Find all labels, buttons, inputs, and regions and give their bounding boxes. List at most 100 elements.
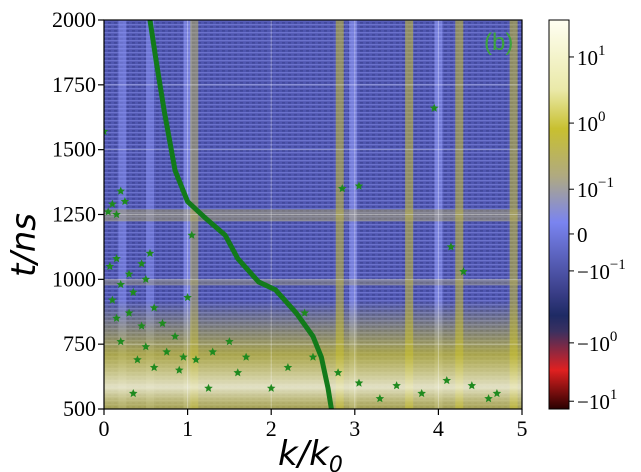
star-marker-5 [105,261,115,271]
star-marker-31 [283,363,293,372]
streak-2 [183,20,192,409]
streak-6 [405,20,414,409]
star-marker-42 [337,184,347,193]
star-marker-46 [429,103,439,112]
star-marker-6 [112,254,121,263]
colorbar-tick-label-4: −10−1 [577,257,626,284]
streak-row-1250 [104,209,522,222]
star-marker-40 [187,230,197,239]
star-marker-39 [492,388,502,398]
colorbar-tick-label-2: 10−1 [577,175,614,202]
star-marker-8 [137,259,146,268]
star-marker-3 [116,186,125,195]
colorbar-tick-label-3: 0 [577,223,588,247]
star-markers [104,103,502,403]
star-marker-18 [158,318,167,328]
green-curve [147,20,334,409]
star-marker-33 [333,368,343,377]
y-axis: 500 750 1000 1250 1500 1750 2000 [52,7,104,421]
y-tick-label-0: 500 [63,396,96,421]
star-marker-4 [120,197,130,206]
star-marker-45 [459,267,468,276]
y-tick-label-6: 2000 [52,7,96,32]
star-marker-38 [467,381,477,390]
colorbar [548,19,570,410]
streak-0 [118,20,127,409]
star-marker-0 [104,207,113,216]
streak-4 [335,20,344,409]
x-axis: 0 1 2 3 4 5 [99,409,528,441]
x-tick-label-4: 4 [433,416,444,441]
star-marker-20 [116,337,125,346]
x-tick-label-0: 0 [99,416,110,441]
x-axis-label: k/k0 [278,434,343,472]
star-marker-47 [300,308,309,317]
star-marker-26 [174,365,184,374]
heatmap [104,20,522,409]
star-marker-30 [241,352,251,361]
star-marker-43 [354,181,364,190]
star-marker-11 [116,280,125,289]
panel-label: (b) [484,29,513,56]
star-marker-29 [225,337,234,346]
star-marker-19 [170,331,180,341]
streak-5 [349,20,358,409]
star-marker-50 [266,383,276,392]
grid [104,20,522,409]
star-marker-23 [179,352,188,361]
streak-9 [509,20,518,409]
y-tick-label-4: 1500 [52,137,96,162]
star-marker-24 [133,355,142,364]
x-tick-label-3: 3 [349,416,360,441]
y-tick-label-3: 1250 [52,202,96,227]
star-marker-44 [446,242,456,251]
colorbar-tick-label-5: −100 [577,329,617,356]
star-marker-14 [149,303,159,312]
streak-3 [190,20,199,409]
colorbar-tick-label-6: −101 [577,387,617,414]
star-marker-34 [354,378,364,387]
star-marker-49 [484,394,493,403]
star-marker-13 [108,295,117,304]
streak-1 [145,20,154,409]
star-marker-48 [104,127,109,136]
y-tick-label-1: 750 [63,331,96,356]
star-marker-35 [392,381,401,390]
star-marker-9 [145,248,155,258]
star-marker-21 [141,342,151,351]
star-marker-1 [108,199,117,208]
star-marker-25 [149,363,159,372]
star-marker-28 [208,347,217,356]
star-marker-52 [375,394,385,403]
star-marker-54 [204,383,213,392]
colorbar-tick-label-0: 101 [577,43,606,70]
x-tick-label-5: 5 [517,416,528,441]
star-marker-51 [233,368,243,377]
star-marker-16 [124,308,134,317]
star-marker-17 [137,321,146,330]
x-tick-label-1: 1 [182,416,193,441]
colorbar-ticks: 101 100 10−1 0 −10−1 −100 −101 [569,43,626,414]
star-marker-10 [141,274,151,283]
streak-row-1000 [104,279,522,286]
star-marker-32 [308,352,318,361]
star-marker-27 [191,355,201,364]
star-marker-7 [124,269,134,278]
star-marker-41 [183,292,192,302]
star-marker-53 [128,388,138,398]
star-marker-37 [442,375,452,385]
star-marker-12 [128,287,138,296]
streak-7 [434,20,443,409]
y-tick-label-5: 1750 [52,72,96,97]
y-axis-label: t/ns [4,213,44,277]
y-tick-label-2: 1000 [52,266,96,291]
streak-8 [455,20,464,409]
x-tick-label-2: 2 [266,416,277,441]
colorbar-tick-label-1: 100 [577,109,606,136]
star-marker-36 [417,388,426,398]
heatmap-streaks [104,20,522,409]
star-marker-2 [112,210,121,219]
star-marker-15 [112,313,121,322]
star-marker-22 [162,347,171,356]
